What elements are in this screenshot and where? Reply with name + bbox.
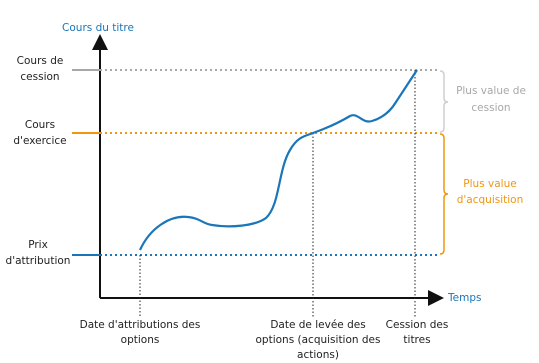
gain-label: Plus value de xyxy=(456,85,526,97)
level-label: cession xyxy=(20,71,59,83)
level-label: d'exercice xyxy=(13,135,66,147)
event-label: options (acquisition des xyxy=(256,334,381,346)
price-curve xyxy=(138,69,418,251)
gain-label: cession xyxy=(471,102,510,114)
level-label: Cours de xyxy=(17,55,64,67)
event-label: actions) xyxy=(297,349,339,361)
y-axis-label: Cours du titre xyxy=(62,22,134,34)
level-label: d'attribution xyxy=(6,255,71,267)
level-label: Prix xyxy=(28,239,48,251)
level-label: Cours xyxy=(25,119,55,131)
event-label: options xyxy=(121,334,160,346)
gain-label: d'acquisition xyxy=(457,194,524,206)
event-label: Date de levée des xyxy=(270,319,365,331)
event-label: Date d'attributions des xyxy=(80,319,201,331)
bracket xyxy=(439,70,449,133)
gain-label: Plus value xyxy=(463,178,516,190)
event-label: titres xyxy=(403,334,430,346)
bracket xyxy=(439,133,449,255)
event-label: Cession des xyxy=(386,319,449,331)
x-axis-label: Temps xyxy=(447,292,481,304)
